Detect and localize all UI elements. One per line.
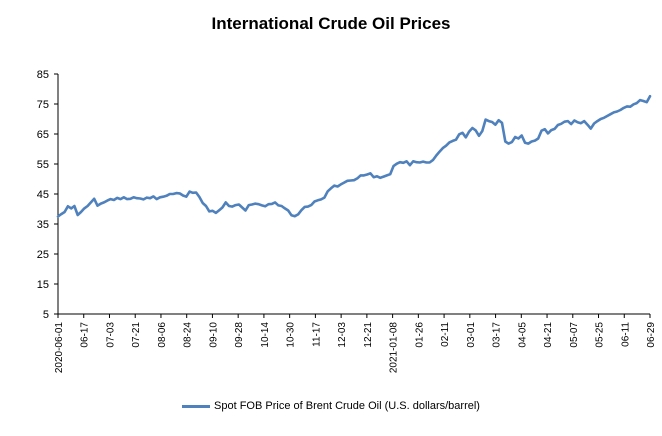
x-tick-label: 10-14 [260, 322, 271, 348]
x-tick-label: 06-11 [620, 322, 631, 347]
y-tick-label: 45 [37, 189, 49, 201]
x-tick-label: 01-26 [414, 322, 425, 348]
x-tick-label: 07-21 [131, 322, 142, 348]
x-tick-label: 03-01 [466, 322, 477, 348]
x-tick-label: 02-11 [440, 322, 451, 347]
x-tick-label: 03-17 [492, 322, 503, 348]
y-tick-label: 25 [37, 249, 49, 261]
x-tick-label: 08-24 [183, 322, 194, 348]
x-tick-label: 2020-06-01 [54, 322, 65, 374]
x-tick-label: 12-21 [363, 322, 374, 348]
y-tick-label: 65 [37, 129, 49, 141]
y-tick-label: 75 [37, 99, 49, 111]
x-tick-label: 05-07 [569, 322, 580, 348]
x-tick-label: 11-17 [311, 322, 322, 347]
y-tick-label: 35 [37, 219, 49, 231]
legend-label: Spot FOB Price of Brent Crude Oil (U.S. … [214, 400, 480, 413]
x-tick-label: 06-17 [80, 322, 91, 348]
x-tick-label: 06-29 [646, 322, 657, 348]
y-tick-label: 15 [37, 279, 49, 291]
x-tick-label: 04-05 [517, 322, 528, 348]
x-tick-label: 04-21 [543, 322, 554, 348]
x-tick-label: 10-30 [286, 322, 297, 348]
chart-title: International Crude Oil Prices [211, 14, 451, 33]
x-tick-label: 12-03 [337, 322, 348, 348]
x-tick-label: 08-06 [157, 322, 168, 348]
series-line-brent [56, 94, 652, 218]
y-tick-label: 5 [43, 309, 49, 321]
legend: Spot FOB Price of Brent Crude Oil (U.S. … [0, 400, 662, 412]
x-tick-label: 07-03 [105, 322, 116, 348]
x-tick-label: 2021-01-08 [389, 322, 400, 374]
x-tick-label: 09-28 [234, 322, 245, 348]
legend-swatch [182, 404, 211, 408]
x-tick-label: 09-10 [208, 322, 219, 348]
y-tick-label: 85 [37, 69, 49, 81]
y-tick-label: 55 [37, 159, 49, 171]
x-tick-label: 05-25 [595, 322, 606, 348]
